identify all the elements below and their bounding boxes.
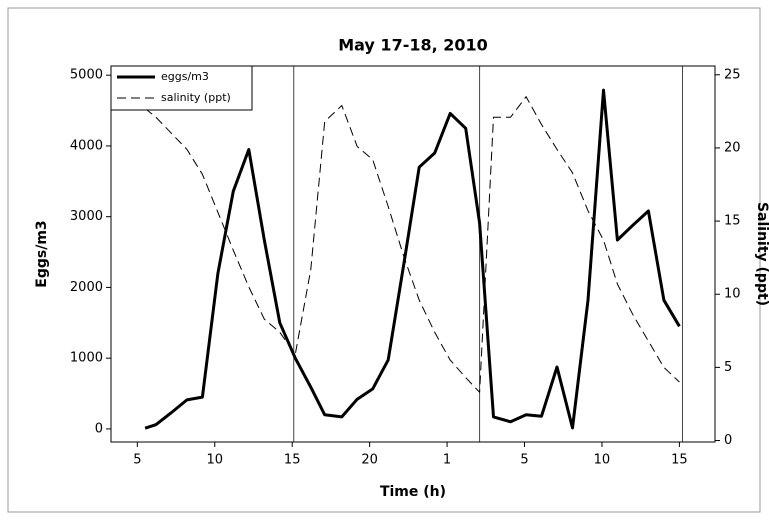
legend-label: eggs/m3 [161, 70, 209, 83]
y2-tick-label: 25 [724, 67, 741, 82]
y-tick-label: 4000 [70, 138, 103, 153]
legend-box [110, 65, 253, 111]
x-tick-label: 10 [594, 453, 611, 468]
y2-tick-label: 15 [724, 214, 741, 229]
x-tick-label: 20 [361, 453, 378, 468]
x-tick-label: 10 [206, 453, 223, 468]
y-axis-label: Eggs/m3 [34, 220, 50, 287]
y-tick-label: 3000 [70, 209, 103, 224]
y2-tick-label: 20 [724, 140, 741, 155]
chart-title: May 17-18, 2010 [338, 36, 488, 55]
x-tick-label: 15 [671, 453, 688, 468]
series-line [144, 88, 681, 430]
x-tick-label: 5 [133, 453, 141, 468]
y-tick-label: 2000 [70, 280, 103, 295]
y-tick-label: 5000 [70, 68, 103, 83]
x-tick-label: 5 [520, 453, 528, 468]
y2-tick-label: 0 [724, 433, 732, 448]
outer-border [7, 7, 761, 513]
y2-tick-label: 5 [724, 360, 732, 375]
y2-tick-label: 10 [724, 287, 741, 302]
y-tick-label: 1000 [70, 351, 103, 366]
plot-frame [110, 65, 716, 443]
x-tick-label: 15 [284, 453, 301, 468]
legend-label: salinity (ppt) [161, 91, 231, 104]
x-axis-label: Time (h) [380, 484, 446, 500]
y-tick-label: 0 [95, 421, 103, 436]
x-tick-label: 1 [443, 453, 451, 468]
y2-axis-label: Salinity (ppt) [754, 202, 769, 306]
